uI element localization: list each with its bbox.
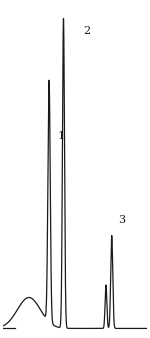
Text: 3: 3 bbox=[118, 215, 125, 225]
Text: 1: 1 bbox=[58, 131, 65, 142]
Text: 2: 2 bbox=[84, 26, 91, 36]
